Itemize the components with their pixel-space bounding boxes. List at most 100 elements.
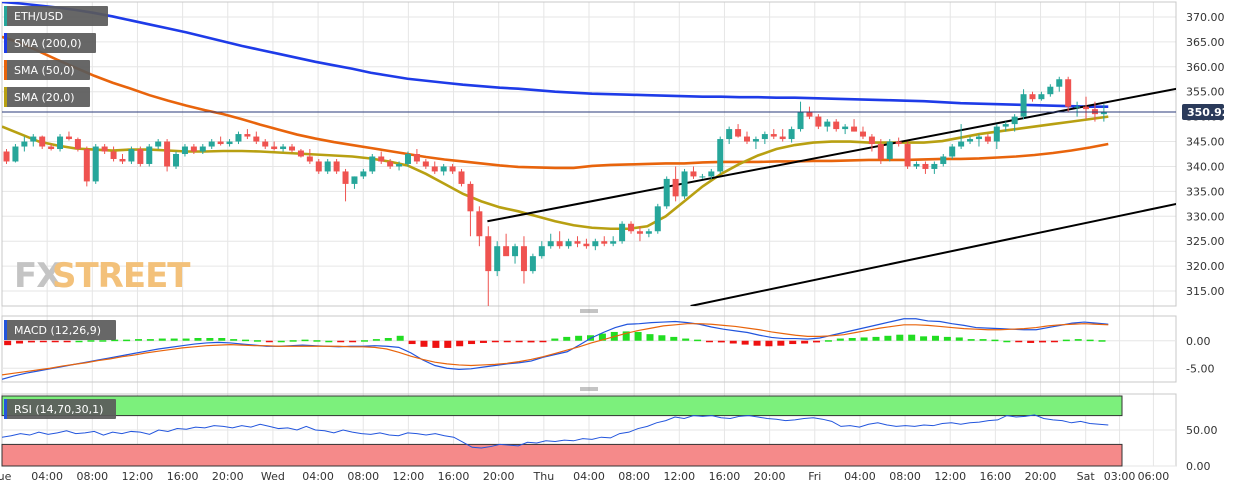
candle (1083, 96, 1090, 120)
macd-histogram-bar (4, 340, 12, 346)
candle (413, 149, 420, 164)
rsi-oversold-band (1, 443, 1123, 467)
y-tick-label: 360.00 (1186, 61, 1225, 74)
macd-histogram-bar (955, 337, 963, 341)
candle (351, 176, 358, 189)
watermark-street: STREET (52, 256, 191, 296)
macd-histogram-bar (99, 340, 107, 342)
macd-histogram-bar (920, 336, 928, 341)
candle-body (92, 146, 99, 182)
candle (1038, 91, 1045, 101)
candle-body (690, 171, 697, 177)
legend-tag-label: SMA (200,0) (14, 37, 82, 50)
candle-body (1011, 116, 1018, 125)
macd-histogram-bar (646, 334, 654, 341)
candle (431, 161, 438, 174)
candle (744, 131, 751, 145)
candle-body (1100, 111, 1107, 115)
macd-histogram-bar (896, 334, 904, 341)
candle (485, 226, 492, 306)
legend-color-swatch (4, 399, 7, 419)
candle-body (458, 171, 465, 184)
channel-lower-line (690, 202, 1176, 306)
macd-histogram-bar (1074, 339, 1082, 341)
legend-sma-200[interactable]: SMA (200,0) (4, 33, 96, 53)
y-tick-label: 355.00 (1186, 86, 1225, 99)
macd-histogram-bar (598, 333, 606, 341)
legend-sma-50[interactable]: SMA (50,0) (4, 60, 90, 80)
candle (752, 136, 759, 150)
candle-body (39, 136, 46, 147)
macd-histogram-bar (289, 340, 297, 342)
symbol-tag[interactable]: ETH/USD (4, 6, 108, 26)
legend-macd[interactable]: MACD (12,26,9) (4, 320, 116, 340)
candle (1011, 114, 1018, 132)
candle-body (619, 223, 626, 242)
candle (654, 203, 661, 234)
candle (467, 181, 474, 237)
candle-body (565, 241, 572, 247)
last-price-label: 350.92 (1187, 106, 1229, 119)
candle-body (262, 141, 269, 147)
candle (271, 141, 278, 151)
candle-body (1029, 94, 1036, 100)
candle (958, 124, 965, 150)
candle-body (859, 131, 866, 137)
candle (83, 146, 90, 187)
candle (726, 126, 733, 145)
candle-body (726, 129, 733, 140)
y-tick-label: 340.00 (1186, 160, 1225, 173)
legend-tag-bg (4, 6, 108, 26)
macd-histogram-bar (777, 340, 785, 346)
macd-histogram-bar (253, 340, 261, 342)
macd-histogram-bar (468, 340, 476, 345)
pane-border (1, 1, 1177, 307)
candle-body (271, 146, 278, 150)
candle (48, 144, 55, 151)
candle-body (404, 154, 411, 164)
macd-histogram-bar (551, 338, 559, 341)
candle-body (717, 139, 724, 172)
candle-body (1020, 94, 1027, 117)
candle (92, 144, 99, 184)
y-tick-label: 320.00 (1186, 260, 1225, 273)
candle (663, 176, 670, 209)
candle-body (280, 146, 287, 150)
candle (422, 158, 429, 169)
macd-histogram-bar (943, 336, 951, 341)
candle-body (137, 149, 144, 164)
macd-histogram-bar (967, 339, 975, 341)
macd-histogram-bar (242, 339, 250, 342)
candle-body (226, 141, 233, 145)
macd-histogram-bar (789, 340, 797, 345)
macd-histogram-bar (539, 340, 547, 343)
legend-sma-20[interactable]: SMA (20,0) (4, 87, 90, 107)
candle-body (306, 156, 313, 162)
candle-body (333, 161, 340, 172)
candle (440, 163, 447, 176)
macd-histogram-bar (384, 338, 392, 341)
macd-histogram-bar (1015, 340, 1023, 343)
x-tick-label: 04:00 (844, 470, 876, 483)
legend-rsi[interactable]: RSI (14,70,30,1) (4, 399, 116, 419)
candle (235, 131, 242, 145)
macd-histogram-bar (349, 340, 357, 343)
candle-body (467, 183, 474, 212)
macd-histogram-bar (75, 340, 83, 343)
candle-body (984, 136, 991, 142)
candle (833, 119, 840, 132)
macd-histogram-bar (87, 340, 95, 342)
candle (922, 161, 929, 174)
macd-histogram-bar (277, 340, 285, 343)
x-tick-label: Wed (261, 470, 285, 483)
candle (975, 134, 982, 147)
candle-body (422, 161, 429, 167)
last-price-tag (1182, 104, 1224, 121)
macd-histogram-bar (884, 335, 892, 341)
candle (146, 144, 153, 167)
candle-body (244, 134, 251, 137)
macd-histogram-bar (979, 339, 987, 341)
candle-body (583, 243, 590, 247)
candle-body (628, 223, 635, 232)
candle (967, 136, 974, 145)
